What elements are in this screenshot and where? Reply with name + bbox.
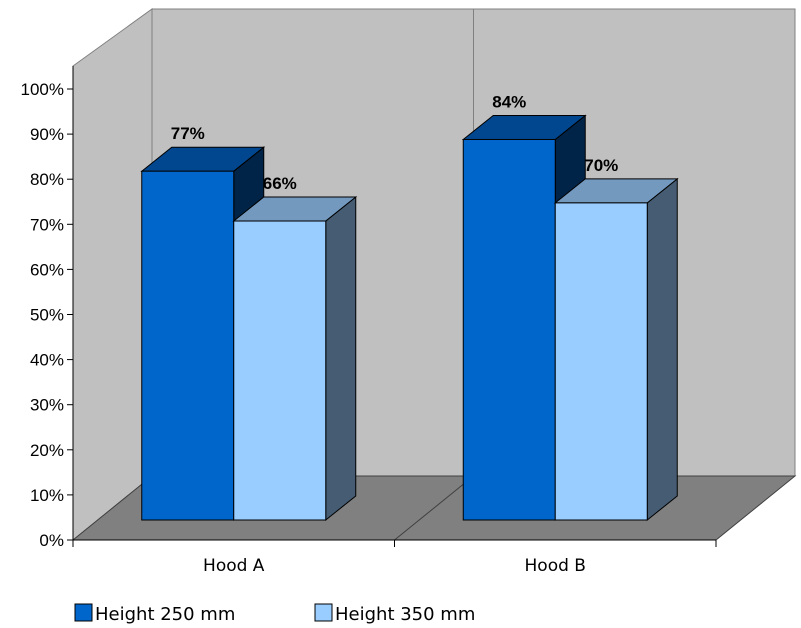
chart-side-wall <box>72 8 153 542</box>
legend-label: Height 250 mm <box>95 604 235 625</box>
bar-front <box>141 170 235 521</box>
y-tick-label: 0% <box>39 531 64 550</box>
bar-front <box>462 138 556 521</box>
data-label: 70% <box>584 156 618 175</box>
bar <box>553 177 679 522</box>
legend-swatch <box>74 603 93 622</box>
y-tick-label: 90% <box>30 125 64 144</box>
legend-item: Height 250 mm <box>74 603 235 625</box>
data-label: 84% <box>492 92 526 111</box>
bar-front <box>554 202 648 521</box>
data-label: 66% <box>263 174 297 193</box>
bar <box>232 195 358 522</box>
y-tick-label: 20% <box>30 441 64 460</box>
legend-label: Height 350 mm <box>335 604 475 625</box>
legend-item: Height 350 mm <box>314 603 475 625</box>
legend-swatch <box>314 603 333 622</box>
bar-side <box>646 177 678 522</box>
floor-divider <box>394 475 474 541</box>
data-label: 77% <box>171 124 205 143</box>
bar-side <box>325 195 357 522</box>
y-tick-label: 10% <box>30 486 64 505</box>
bar-front <box>233 220 327 521</box>
y-tick-label: 60% <box>30 260 64 279</box>
x-category-label: Hood B <box>525 556 586 576</box>
y-tick-label: 30% <box>30 396 64 415</box>
y-tick-label: 40% <box>30 351 64 370</box>
y-tick-label: 50% <box>30 306 64 325</box>
y-tick-label: 70% <box>30 215 64 234</box>
y-tick-label: 80% <box>30 170 64 189</box>
x-category-label: Hood A <box>203 556 265 576</box>
y-tick-label: 100% <box>21 80 64 99</box>
